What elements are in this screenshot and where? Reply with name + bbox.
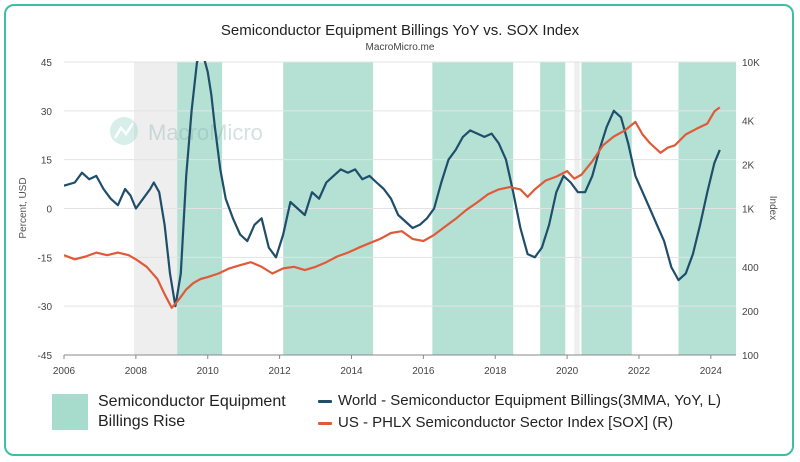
x-tick-label-9: 2024 — [700, 366, 723, 377]
y-left-tick-label-6: -45 — [38, 351, 53, 362]
x-tick-label-8: 2022 — [628, 366, 651, 377]
y-left-tick-label-4: -15 — [38, 253, 53, 264]
y-right-tick-label-4: 400 — [742, 263, 759, 274]
x-tick-label-5: 2016 — [412, 366, 435, 377]
y-right-tick-label-5: 200 — [742, 307, 759, 318]
y-left-tick-label-1: 30 — [41, 107, 53, 118]
x-tick-label-0: 2006 — [53, 366, 76, 377]
x-tick-label-3: 2012 — [268, 366, 291, 377]
y-right-tick-label-3: 1K — [742, 205, 755, 216]
y-right-tick-label-1: 4K — [742, 116, 755, 127]
legend-rise-swatch — [52, 394, 88, 430]
legend: Semiconductor Equipment Billings Rise Wo… — [0, 376, 800, 456]
legend-sox-label: US - PHLX Semiconductor Sector Index [SO… — [338, 414, 674, 431]
legend-billings-line-icon — [318, 399, 332, 403]
y-left-axis-label: Percent, USD — [18, 177, 29, 238]
y-left-tick-label-2: 15 — [41, 156, 53, 167]
watermark: MacroMicro — [110, 117, 263, 145]
y-left-tick-label-3: 0 — [46, 205, 52, 216]
x-tick-label-2: 2010 — [197, 366, 220, 377]
y-right-axis-label: Index — [767, 196, 778, 220]
watermark-logo-icon — [110, 117, 138, 145]
series-lines — [64, 61, 721, 309]
y-right-tick-label-0: 10K — [742, 58, 760, 69]
y-right-tick-label-6: 100 — [742, 351, 759, 362]
legend-sox-line-icon — [318, 421, 332, 425]
x-tick-label-1: 2008 — [125, 366, 148, 377]
watermark-text: MacroMicro — [148, 120, 263, 145]
y-right-tick-label-2: 2K — [742, 160, 755, 171]
x-tick-label-4: 2014 — [340, 366, 363, 377]
legend-item-sox[interactable]: US - PHLX Semiconductor Sector Index [SO… — [318, 414, 673, 434]
y-left-tick-label-5: -30 — [38, 302, 53, 313]
axes: 2006 2008 2010 2012 2014 2016 2018 2020 2022 2024… — [38, 58, 761, 377]
legend-billings-label: World - Semiconductor Equipment Billings… — [338, 392, 721, 409]
legend-item-billings[interactable]: World - Semiconductor Equipment Billings… — [318, 392, 721, 412]
chart-subtitle: MacroMicro.me — [366, 42, 435, 53]
billings-yoy-line — [64, 61, 721, 308]
y-left-tick-label-0: 45 — [41, 58, 53, 69]
x-tick-label-7: 2020 — [556, 366, 579, 377]
x-tick-label-6: 2018 — [484, 366, 507, 377]
sox-index-line — [64, 106, 721, 309]
chart-title: Semiconductor Equipment Billings YoY vs.… — [221, 22, 580, 39]
legend-rise-label: Semiconductor Equipment Billings Rise — [98, 393, 286, 430]
